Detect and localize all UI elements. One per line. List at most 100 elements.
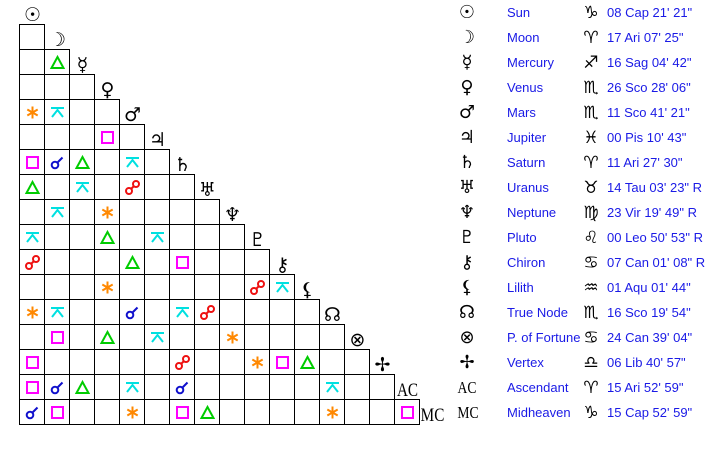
vertex-icon: ✢ [459, 352, 475, 373]
mars-icon: ♂ [458, 102, 476, 123]
planet-name: Vertex [507, 355, 544, 370]
opposition-icon [200, 305, 215, 320]
sextile-icon [101, 281, 114, 294]
planet-name: Ascendant [507, 380, 569, 395]
quincunx-icon [126, 382, 139, 393]
mars-icon: ♂ [123, 104, 142, 126]
quincunx-icon [176, 307, 189, 318]
scorpio-icon: ♏ [583, 103, 599, 123]
sun-icon: ☉ [458, 2, 476, 23]
mercury-icon: ☿ [76, 54, 89, 76]
saturn-icon: ♄ [173, 154, 192, 176]
planet-row: AC Ascendant ♈ 15 Ari 52' 59" [0, 375, 705, 400]
mercury-icon: ☿ [461, 52, 473, 73]
planet-name: Mars [507, 105, 536, 120]
planet-position: 16 Sag 04' 42" [607, 55, 692, 70]
planet-position: 24 Can 39' 04" [607, 330, 693, 345]
planet-position: 16 Sco 19' 54" [607, 305, 691, 320]
planet-row: ♀ Venus ♏ 26 Sco 28' 06" [0, 75, 705, 100]
trine-icon [99, 329, 116, 344]
pluto-icon: ♇ [458, 227, 476, 248]
scorpio-icon: ♏ [583, 78, 599, 98]
sextile-icon [126, 406, 139, 419]
trine-icon [299, 354, 316, 369]
quincunx-icon [151, 232, 164, 243]
taurus-icon: ♉ [583, 178, 599, 198]
midheaven-label: MC [457, 403, 479, 422]
planet-name: Moon [507, 30, 540, 45]
planet-position: 06 Lib 40' 57" [607, 355, 686, 370]
planet-row: ♆ Neptune ♍ 23 Vir 19' 49" R [0, 200, 705, 225]
planet-row: ♄ Saturn ♈ 11 Ari 27' 30" [0, 150, 705, 175]
chiron-icon: ⚷ [460, 252, 474, 273]
trine-icon [49, 54, 66, 69]
conjunction-icon [25, 406, 39, 420]
lilith-icon: ⚸ [300, 279, 315, 301]
cancer-icon: ♋ [583, 253, 599, 273]
quincunx-icon [51, 307, 64, 318]
saturn-icon: ♄ [458, 152, 476, 173]
quincunx-icon [26, 232, 39, 243]
quincunx-icon [126, 157, 139, 168]
planet-position: 01 Aqu 01' 44" [607, 280, 691, 295]
trine-icon [124, 254, 141, 269]
planet-name: Jupiter [507, 130, 547, 145]
planet-position: 08 Cap 21' 21" [607, 5, 693, 20]
moon-icon: ☽ [48, 29, 67, 51]
opposition-icon [125, 180, 140, 195]
chiron-icon: ⚷ [275, 254, 290, 276]
planet-name: Saturn [507, 155, 546, 170]
square-icon [51, 406, 64, 419]
planet-row: ⚷ Chiron ♋ 07 Can 01' 08" R [0, 250, 705, 275]
trine-icon [24, 179, 41, 194]
aspect-grid: ☉ ☽ ☿ ♀ ♂ ♃ ♄ ♅ ♆ ♇ ⚷ ⚸ ☊ ⊗ ✢ AC MC [19, 4, 445, 426]
sagittarius-icon: ♐ [583, 53, 599, 73]
trine-icon [99, 229, 116, 244]
true-node-icon: ☊ [324, 304, 341, 326]
planet-name: Uranus [507, 180, 549, 195]
aries-icon: ♈ [583, 153, 599, 173]
capricorn-icon: ♑ [583, 403, 599, 423]
planet-name: Pluto [507, 230, 537, 245]
square-icon [51, 331, 64, 344]
venus-icon: ♀ [100, 79, 115, 101]
part-of-fortune-icon: ⊗ [459, 327, 475, 348]
sextile-icon [251, 356, 264, 369]
planet-name: Midheaven [507, 405, 571, 420]
planet-row: ♃ Jupiter ♓ 00 Pis 10' 43" [0, 125, 705, 150]
opposition-icon [175, 355, 190, 370]
square-icon [26, 156, 39, 169]
sextile-icon [26, 306, 39, 319]
planet-name: True Node [507, 305, 568, 320]
uranus-icon: ♅ [198, 179, 217, 201]
ascendant-label: AC [396, 380, 419, 401]
quincunx-icon [51, 207, 64, 218]
vertex-icon: ✢ [374, 354, 391, 376]
square-icon [26, 381, 39, 394]
midheaven-label: MC [420, 405, 445, 426]
aries-icon: ♈ [583, 28, 599, 48]
sun-icon: ☉ [23, 4, 42, 26]
part-of-fortune-icon: ⊗ [349, 329, 366, 351]
sextile-icon [101, 206, 114, 219]
true-node-icon: ☊ [459, 302, 475, 323]
quincunx-icon [51, 107, 64, 118]
moon-icon: ☽ [458, 27, 476, 48]
venus-icon: ♀ [460, 77, 474, 98]
planet-row: ♇ Pluto ♌ 00 Leo 50' 53" R [0, 225, 705, 250]
planet-row: ☿ Mercury ♐ 16 Sag 04' 42" [0, 50, 705, 75]
cancer-icon: ♋ [583, 328, 599, 348]
planet-position: 15 Cap 52' 59" [607, 405, 693, 420]
square-icon [176, 256, 189, 269]
conjunction-icon [125, 306, 139, 320]
sextile-icon [26, 106, 39, 119]
jupiter-icon: ♃ [458, 127, 476, 148]
planet-name: Neptune [507, 205, 557, 220]
opposition-icon [25, 255, 40, 270]
planet-row: ⊗ P. of Fortune ♋ 24 Can 39' 04" [0, 325, 705, 350]
libra-icon: ♎ [583, 353, 599, 373]
square-icon [101, 131, 114, 144]
trine-icon [199, 404, 216, 419]
conjunction-icon [50, 381, 64, 395]
square-icon [401, 406, 414, 419]
